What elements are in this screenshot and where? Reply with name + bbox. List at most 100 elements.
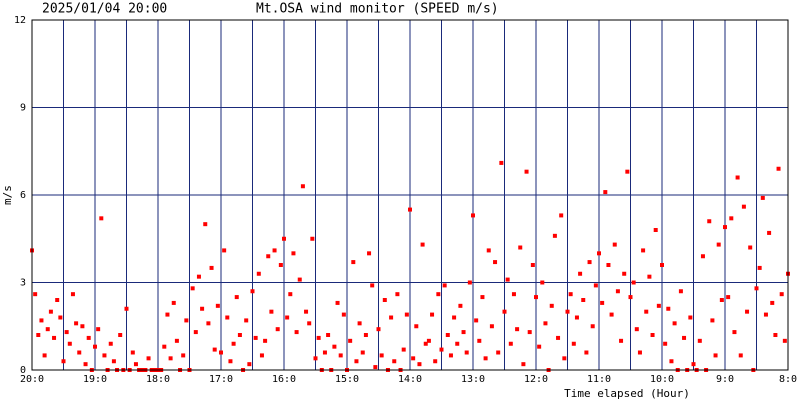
- point: [729, 216, 734, 221]
- point: [430, 312, 435, 317]
- point: [67, 341, 72, 346]
- point: [83, 362, 88, 367]
- point: [527, 330, 532, 335]
- point: [763, 312, 768, 317]
- point: [61, 359, 66, 364]
- point: [379, 353, 384, 358]
- point: [206, 321, 211, 326]
- point: [660, 263, 664, 267]
- point: [124, 306, 129, 311]
- point: [467, 280, 472, 285]
- y-tick-label: 9: [20, 103, 26, 114]
- point: [77, 350, 82, 355]
- point: [212, 347, 217, 352]
- point: [256, 271, 261, 276]
- point: [524, 169, 529, 174]
- point: [776, 166, 781, 171]
- point: [511, 292, 516, 297]
- point: [700, 254, 705, 259]
- point: [556, 335, 561, 340]
- point: [622, 271, 627, 276]
- point: [782, 338, 787, 343]
- point: [316, 335, 321, 340]
- point: [543, 321, 548, 326]
- point: [310, 236, 315, 241]
- point: [102, 353, 107, 358]
- point: [307, 321, 312, 326]
- point: [600, 300, 605, 305]
- point: [723, 225, 727, 230]
- point: [215, 303, 220, 308]
- point: [574, 315, 579, 320]
- point: [219, 350, 223, 355]
- point: [184, 318, 189, 323]
- point: [770, 300, 775, 305]
- point: [461, 330, 466, 335]
- point: [716, 242, 721, 247]
- y-tick-label: 3: [20, 278, 26, 289]
- point: [423, 341, 428, 346]
- point: [719, 298, 724, 302]
- point: [726, 295, 731, 300]
- point: [757, 265, 762, 270]
- x-tick-label: 13:0: [461, 374, 485, 385]
- point: [637, 350, 642, 355]
- point: [442, 283, 447, 288]
- point: [678, 289, 683, 294]
- point: [74, 321, 79, 326]
- point: [376, 327, 381, 332]
- point: [754, 286, 759, 291]
- point: [455, 341, 460, 346]
- x-tick-label: 15:0: [335, 374, 359, 385]
- point: [634, 327, 639, 332]
- point: [162, 344, 167, 349]
- x-axis-label: Time elapsed (Hour): [564, 387, 690, 400]
- point: [426, 338, 431, 343]
- point: [515, 327, 520, 332]
- point: [48, 309, 53, 314]
- point: [590, 324, 595, 329]
- x-tick-label: 20:0: [20, 374, 44, 385]
- point: [773, 333, 778, 337]
- y-tick-label: 6: [20, 190, 26, 201]
- point: [619, 338, 624, 343]
- point: [247, 362, 252, 367]
- point: [631, 280, 636, 285]
- point: [70, 292, 75, 297]
- x-tick-label: 18:0: [146, 374, 170, 385]
- point: [367, 251, 372, 256]
- point: [86, 335, 91, 340]
- point: [534, 295, 538, 300]
- point: [222, 248, 227, 253]
- point: [433, 359, 438, 364]
- point: [322, 350, 327, 355]
- point: [297, 277, 302, 282]
- point: [417, 362, 422, 367]
- point: [672, 321, 677, 326]
- point: [688, 315, 693, 320]
- point: [474, 318, 479, 323]
- point: [382, 298, 387, 302]
- point: [332, 344, 337, 349]
- point: [568, 292, 573, 297]
- x-tick-label: 17:0: [209, 374, 233, 385]
- chart-date: 2025/01/04 20:00: [42, 2, 167, 17]
- point: [741, 204, 746, 209]
- point: [584, 350, 589, 355]
- point: [615, 289, 620, 294]
- point: [537, 344, 542, 349]
- point: [656, 303, 661, 308]
- x-tick-label: 19:0: [83, 374, 107, 385]
- point: [200, 306, 205, 311]
- y-tick-label: 0: [20, 365, 26, 376]
- point: [370, 283, 375, 288]
- point: [653, 228, 658, 232]
- point: [578, 271, 583, 276]
- point: [408, 207, 412, 212]
- point: [593, 283, 598, 288]
- plot-frame: [31, 19, 789, 371]
- point: [168, 356, 173, 361]
- point: [477, 338, 482, 343]
- point: [650, 333, 655, 337]
- point: [732, 330, 737, 335]
